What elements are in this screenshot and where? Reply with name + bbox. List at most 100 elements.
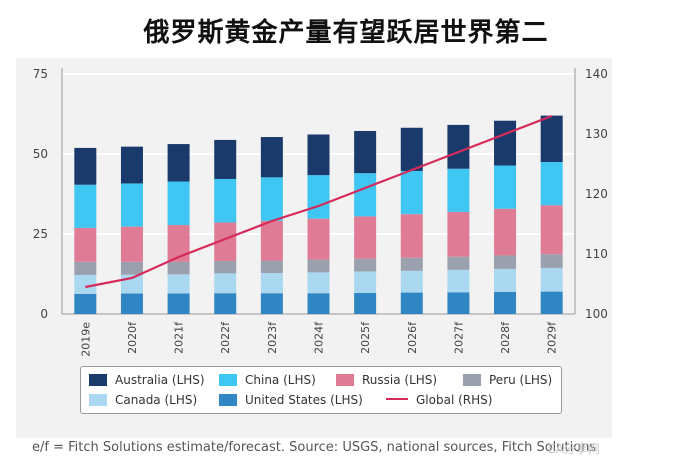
bar-china	[214, 178, 237, 223]
bar-australia	[307, 134, 330, 176]
bar-canada	[307, 272, 330, 294]
legend-label: China (LHS)	[245, 373, 316, 387]
x-tick-label: 2023f	[266, 321, 279, 354]
bar-russia	[447, 211, 470, 257]
bar-china	[120, 183, 143, 227]
bar-united-states	[74, 293, 97, 314]
bar-peru	[494, 255, 517, 269]
chart-title: 俄罗斯黄金产量有望跃居世界第二	[143, 18, 549, 48]
y-left-tick-label: 0	[40, 307, 48, 321]
bar-united-states	[494, 291, 517, 314]
bar-united-states	[214, 293, 237, 314]
bar-china	[260, 177, 283, 221]
bar-china	[307, 175, 330, 219]
x-tick-label: 2020f	[126, 321, 139, 354]
legend-item-global: Global (RHS)	[386, 393, 492, 407]
bar-russia	[214, 222, 237, 261]
legend-swatch-australia	[89, 374, 107, 386]
legend-label: Peru (LHS)	[489, 373, 553, 387]
bar-united-states	[260, 293, 283, 314]
bar-russia	[307, 218, 330, 260]
bar-peru	[400, 257, 423, 271]
bar-russia	[540, 205, 563, 255]
bar-russia	[74, 227, 97, 262]
bar-russia	[400, 214, 423, 258]
y-left-tick-label: 75	[33, 67, 48, 81]
bar-australia	[400, 127, 423, 171]
bar-australia	[74, 147, 97, 185]
bar-canada	[354, 271, 377, 293]
bar-australia	[354, 130, 377, 174]
legend-label: Australia (LHS)	[115, 373, 205, 387]
bar-canada	[214, 273, 237, 294]
bar-australia	[214, 139, 237, 179]
y-left-tick-label: 25	[33, 227, 48, 241]
x-tick-label: 2019e	[79, 322, 92, 357]
bar-united-states	[307, 293, 330, 314]
bar-peru	[214, 260, 237, 274]
legend-swatch-china	[219, 374, 237, 386]
legend-item-australia: Australia (LHS)	[89, 373, 205, 387]
legend-item-russia: Russia (LHS)	[336, 373, 437, 387]
bar-russia	[260, 220, 283, 261]
chart-legend: Australia (LHS) China (LHS) Russia (LHS)…	[80, 366, 562, 414]
bar-canada	[400, 270, 423, 293]
bar-united-states	[447, 292, 470, 314]
bar-china	[354, 173, 377, 217]
y-right-tick-label: 110	[585, 247, 608, 261]
bar-canada	[167, 274, 190, 294]
y-right-tick-label: 130	[585, 127, 608, 141]
bar-peru	[167, 261, 190, 275]
legend-label: Global (RHS)	[416, 393, 493, 407]
legend-label: Canada (LHS)	[115, 393, 198, 407]
bar-peru	[307, 259, 330, 273]
bar-australia	[120, 146, 143, 184]
bar-china	[400, 170, 423, 215]
legend-swatch-peru	[463, 374, 481, 386]
legend-line-global	[386, 398, 408, 400]
x-tick-label: 2024f	[313, 321, 326, 354]
bar-united-states	[167, 293, 190, 314]
legend-label: United States (LHS)	[245, 393, 363, 407]
bar-peru	[74, 261, 97, 275]
x-tick-label: 2027f	[452, 321, 465, 354]
bar-peru	[354, 258, 377, 272]
x-tick-label: 2025f	[359, 321, 372, 354]
y-left-tick-label: 50	[33, 147, 48, 161]
bar-peru	[540, 254, 563, 268]
bar-canada	[74, 274, 97, 294]
bar-australia	[260, 137, 283, 178]
bar-russia	[167, 225, 190, 262]
x-tick-label: 2022f	[219, 321, 232, 354]
bar-united-states	[540, 291, 563, 314]
y-right-tick-label: 100	[585, 307, 608, 321]
bar-peru	[447, 256, 470, 270]
legend-swatch-canada	[89, 394, 107, 406]
bar-australia	[540, 115, 563, 162]
bar-australia	[494, 120, 517, 166]
y-right-tick-label: 140	[585, 67, 608, 81]
source-note: e/f = Fitch Solutions estimate/forecast.…	[32, 440, 597, 455]
bar-china	[494, 165, 517, 209]
bar-russia	[494, 208, 517, 256]
bar-china	[167, 181, 190, 226]
watermark: EA分享网	[548, 442, 600, 456]
bar-canada	[260, 273, 283, 294]
legend-item-canada: Canada (LHS)	[89, 393, 197, 407]
bar-united-states	[120, 293, 143, 314]
bar-peru	[120, 261, 143, 275]
legend-item-peru: Peru (LHS)	[463, 373, 552, 387]
bar-canada	[540, 267, 563, 292]
bar-united-states	[354, 292, 377, 314]
legend-swatch-russia	[336, 374, 354, 386]
bar-china	[74, 184, 97, 228]
bar-peru	[260, 260, 283, 274]
bar-russia	[354, 216, 377, 259]
bar-united-states	[400, 292, 423, 314]
x-tick-label: 2026f	[406, 321, 419, 354]
x-tick-label: 2021f	[173, 321, 186, 354]
legend-label: Russia (LHS)	[362, 373, 438, 387]
bar-canada	[494, 268, 517, 292]
legend-swatch-united-states	[219, 394, 237, 406]
